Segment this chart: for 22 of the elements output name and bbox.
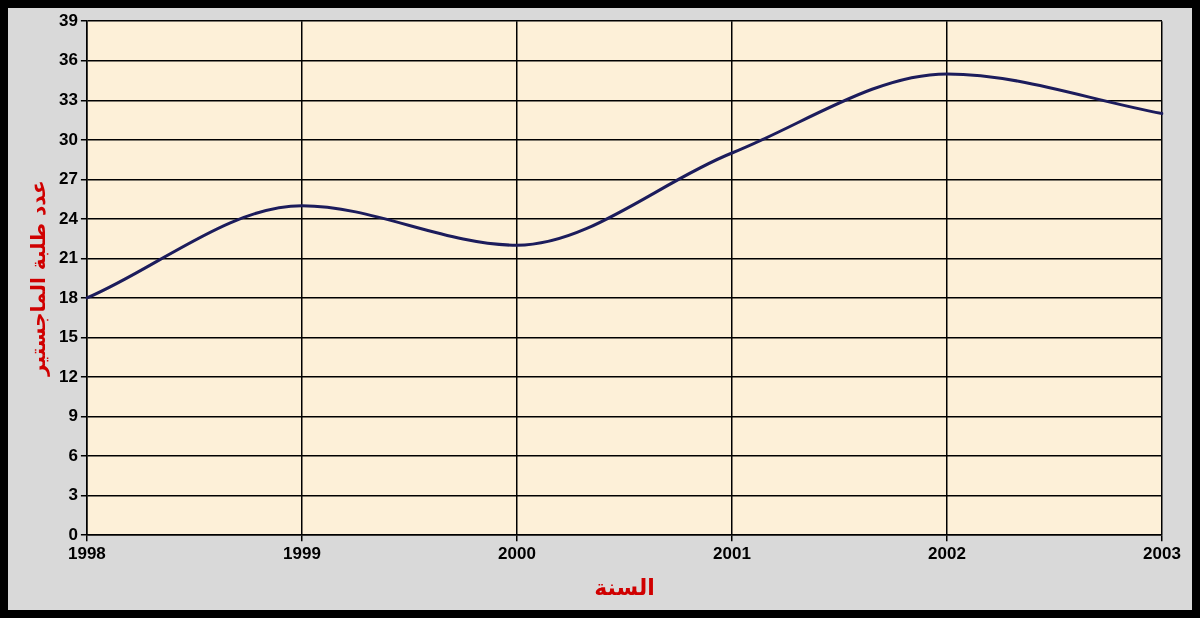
y-tick-label: 18: [58, 287, 78, 307]
y-tick-label: 9: [68, 406, 78, 426]
x-tick-label: 2002: [928, 544, 966, 564]
y-tick-label: 30: [58, 129, 78, 149]
y-tick-label: 6: [68, 445, 78, 465]
y-tick-label: 39: [58, 10, 78, 30]
y-tick-label: 24: [58, 208, 79, 228]
x-tick-label: 2001: [713, 544, 751, 564]
x-axis-title: السنة: [594, 574, 655, 600]
y-tick-label: 36: [58, 50, 78, 70]
y-tick-label: 21: [58, 248, 78, 268]
y-axis-title: عدد طلبة الماجستير: [26, 180, 51, 377]
x-tick-label: 1998: [68, 544, 106, 564]
y-tick-label: 27: [58, 169, 78, 189]
y-tick-label: 33: [58, 89, 78, 109]
x-tick-label: 2003: [1143, 544, 1181, 564]
x-tick-label: 2000: [498, 544, 536, 564]
y-tick-label: 12: [58, 366, 78, 386]
y-tick-label: 0: [68, 524, 78, 544]
y-tick-label: 3: [68, 485, 78, 505]
x-tick-label: 1999: [283, 544, 321, 564]
y-tick-label: 15: [58, 327, 78, 347]
